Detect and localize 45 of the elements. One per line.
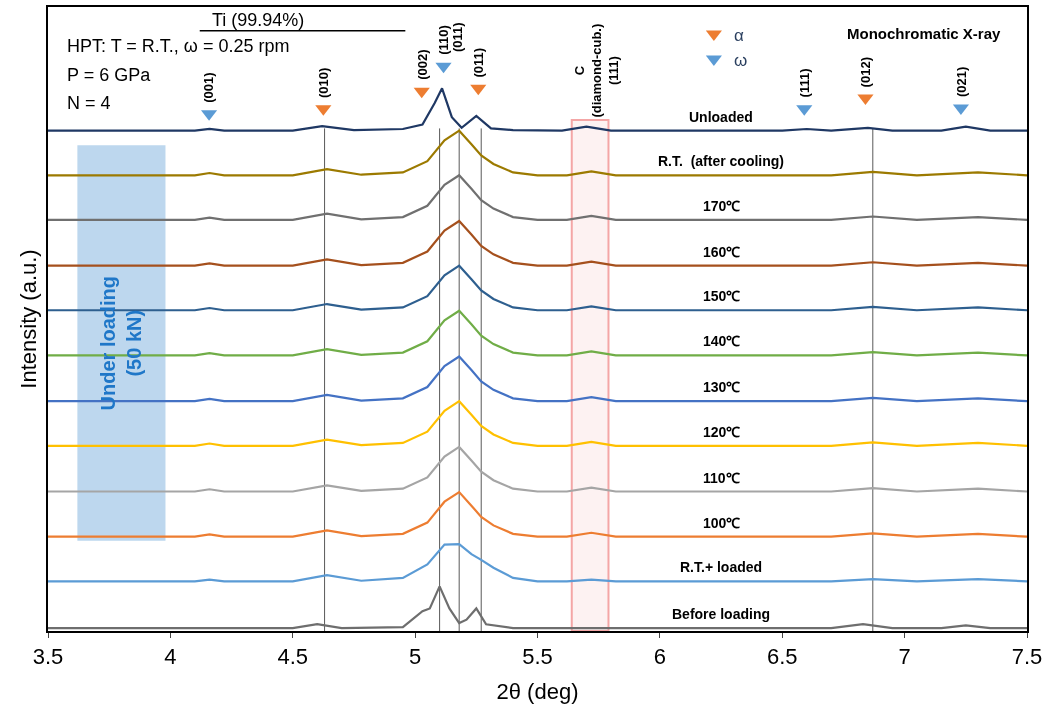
series-label: 160℃ xyxy=(703,244,741,260)
text: (011) xyxy=(450,22,466,52)
x-tick-label: 6 xyxy=(653,644,667,670)
annotation: (001) xyxy=(201,72,217,103)
text: Ti (99.94%) xyxy=(212,10,305,30)
annotation: (002) xyxy=(414,49,430,80)
annotation: C (diamond-cub.) (111) xyxy=(571,23,621,118)
series-label: 130℃ xyxy=(703,379,741,395)
series-label: 120℃ xyxy=(703,424,741,440)
x-tick-label: 6.5 xyxy=(766,644,798,670)
series-label: 100℃ xyxy=(703,515,741,531)
series-label: R.T. (after cooling) xyxy=(658,153,784,169)
text: HPT: T = R.T., ω = 0.25 rpm xyxy=(67,36,290,56)
annotation: (010) xyxy=(315,67,331,98)
text: Monochromatic X-ray xyxy=(847,25,1002,42)
point xyxy=(470,84,487,96)
point xyxy=(952,104,969,116)
series-label: 140℃ xyxy=(703,333,741,349)
y-axis-title: Intensity (a.u.) xyxy=(15,249,41,389)
point xyxy=(413,87,430,99)
legend-label: α xyxy=(733,25,744,45)
annotation: (111) xyxy=(797,68,813,98)
annotation: (012) xyxy=(857,57,873,88)
x-tick-label: 3.5 xyxy=(32,644,64,670)
series-label: R.T.+ loaded xyxy=(680,559,763,575)
x-tick-label: 4.5 xyxy=(277,644,309,670)
annotation: (011) xyxy=(470,47,486,78)
band-label: Under loading (50 kN) xyxy=(97,275,146,411)
x-tick-label: 5 xyxy=(409,644,422,670)
x-axis-title: 2θ (deg) xyxy=(496,678,579,704)
series-label: 110℃ xyxy=(703,470,740,486)
series-label: 150℃ xyxy=(703,288,741,304)
legend-label: ω xyxy=(733,50,748,70)
x-tick-label: 7 xyxy=(898,644,911,670)
annotation: P = 6 GPa xyxy=(67,65,152,85)
x-tick-label: 5.5 xyxy=(522,644,553,670)
point xyxy=(435,62,452,74)
annotation: N = 4 xyxy=(67,93,111,113)
annotation: (021) xyxy=(953,66,969,97)
x-tick-label: 7.5 xyxy=(1011,644,1043,670)
series-label: Before loading xyxy=(672,606,771,622)
series-label: Unloaded xyxy=(689,109,753,125)
annotation: (110) xyxy=(436,25,452,55)
series-label: 170℃ xyxy=(703,198,741,214)
x-tick-label: 4 xyxy=(164,644,177,670)
